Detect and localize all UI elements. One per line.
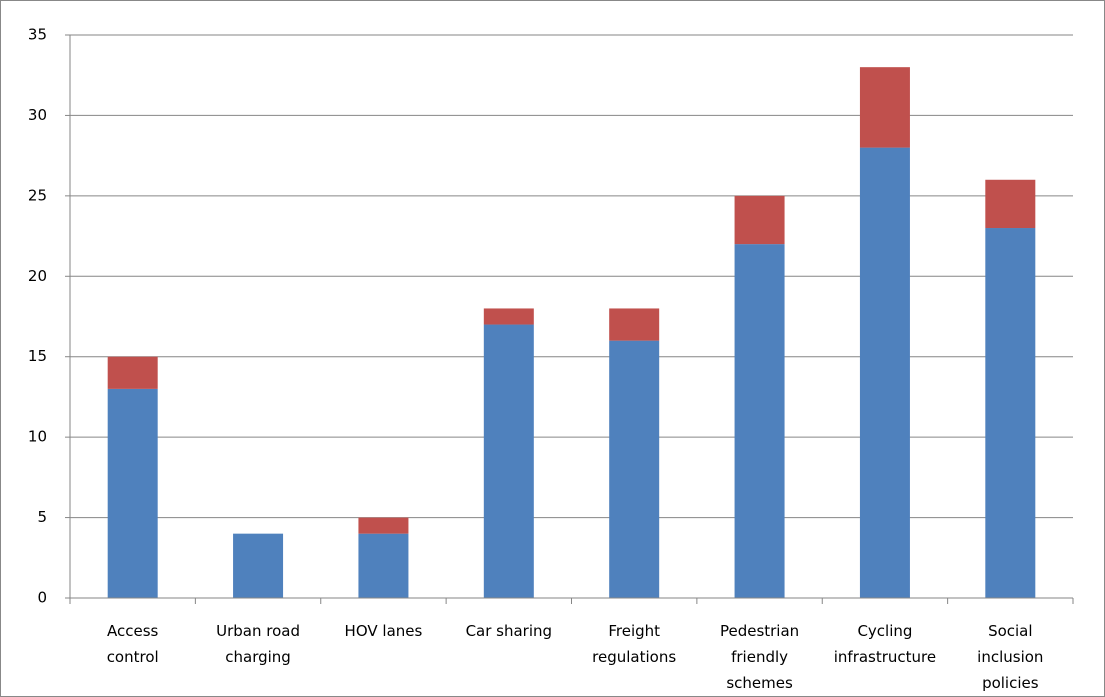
bar-segment [233,533,284,598]
bar-segment [483,308,534,325]
x-tick-label-line: Access [107,622,159,640]
y-tick-label: 15 [28,347,47,365]
x-tick-label-line: Social [988,622,1032,640]
y-tick-label: 0 [37,589,47,607]
x-tick-label-line: inclusion [977,648,1043,666]
x-tick-label: Car sharing [466,622,552,640]
bar-segment [985,228,1036,598]
x-tick-label: Freight regulations [592,622,676,666]
x-tick-label-line: infrastructure [834,648,936,666]
x-tick-label: Pedestrian friendly schemes [720,622,799,692]
x-tick-label-line: policies [982,674,1039,692]
x-tick-label-line: HOV lanes [345,622,423,640]
bar-segment [483,324,534,598]
bar-segment [107,388,158,598]
y-tick-label: 5 [37,508,47,526]
x-tick-label-line: schemes [726,674,793,692]
x-tick-label-line: Urban road [216,622,300,640]
x-tick-label-line: control [107,648,159,666]
bar-segment [609,308,660,341]
x-tick-label: Access control [107,622,159,666]
x-tick-label: HOV lanes [345,622,423,640]
y-tick-label: 30 [28,106,47,124]
y-tick-label: 20 [28,267,47,285]
x-tick-label-line: Cycling [857,622,912,640]
bar-segment [734,195,785,245]
y-tick-label: 25 [28,186,47,204]
y-tick-label: 35 [28,26,47,44]
x-tick-label: Urban road charging [216,622,300,666]
x-tick-label-line: Freight [608,622,660,640]
x-tick-label-line: Car sharing [466,622,552,640]
bar-segment [358,517,409,534]
bar-segment [734,244,785,598]
x-tick-label: Cycling infrastructure [834,622,936,666]
x-tick-label-line: charging [225,648,291,666]
x-tick-label-line: friendly [731,648,788,666]
bar-segment [859,67,910,148]
x-tick-label-line: Pedestrian [720,622,799,640]
y-tick-label: 10 [28,428,47,446]
bar-segment [985,179,1036,229]
bar-segment [358,533,409,598]
bar-segment [859,147,910,598]
bar-segment [609,340,660,598]
x-tick-label: Social inclusion policies [977,622,1043,692]
x-tick-label-line: regulations [592,648,676,666]
bar-segment [107,356,158,389]
